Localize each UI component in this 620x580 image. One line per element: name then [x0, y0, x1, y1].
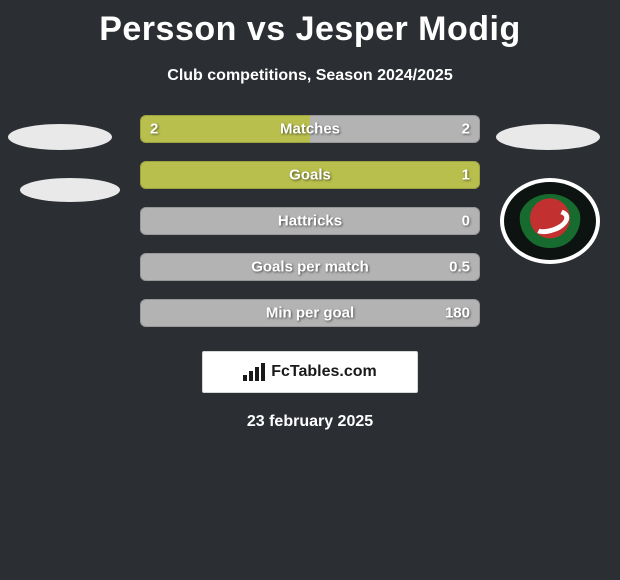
bar-row: 180 Min per goal — [140, 299, 480, 327]
bar-row: 1 Goals — [140, 161, 480, 189]
brand-text: FcTables.com — [271, 363, 377, 381]
player-right-photo-placeholder — [496, 124, 600, 150]
bar-label: Goals per match — [251, 259, 369, 276]
bar-value-right: 0 — [462, 213, 470, 230]
bar-value-right: 0.5 — [449, 259, 470, 276]
page-title: Persson vs Jesper Modig — [0, 0, 620, 49]
club-right-badge — [500, 178, 600, 264]
club-left-badge-placeholder — [20, 178, 120, 202]
bar-label: Min per goal — [266, 305, 354, 322]
bar-label: Hattricks — [278, 213, 342, 230]
bar-label: Matches — [280, 121, 340, 138]
bar-value-right: 180 — [445, 305, 470, 322]
comparison-bars: 2 2 Matches 1 Goals 0 Hattricks 0.5 Goals per ma… — [140, 115, 480, 327]
bar-row: 2 2 Matches — [140, 115, 480, 143]
bar-value-left: 2 — [150, 121, 158, 138]
brand-logo: FcTables.com — [202, 351, 418, 393]
footer-date: 23 february 2025 — [0, 413, 620, 431]
bars-icon — [243, 363, 265, 381]
player-left-photo-placeholder — [8, 124, 112, 150]
bar-value-right: 2 — [462, 121, 470, 138]
bar-row: 0.5 Goals per match — [140, 253, 480, 281]
bar-value-right: 1 — [462, 167, 470, 184]
bar-label: Goals — [289, 167, 331, 184]
subtitle: Club competitions, Season 2024/2025 — [0, 67, 620, 85]
bar-row: 0 Hattricks — [140, 207, 480, 235]
